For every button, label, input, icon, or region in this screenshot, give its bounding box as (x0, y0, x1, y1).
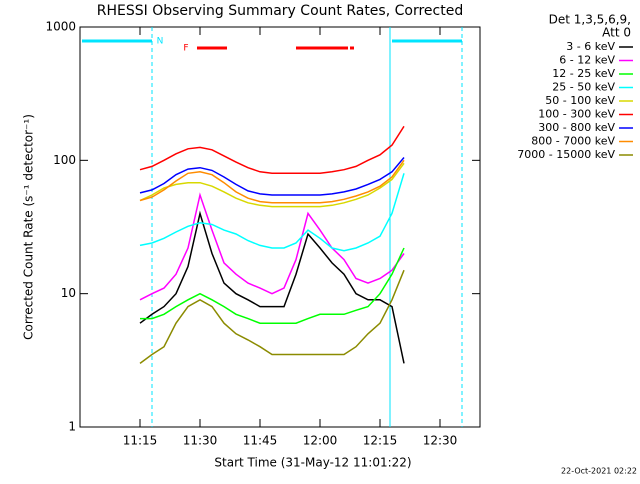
timestamp: 22-Oct-2021 02:22 (561, 467, 637, 476)
flare-label: F (183, 44, 188, 54)
series-line (139, 125, 405, 175)
series-line (139, 269, 405, 365)
legend-label: 800 - 7000 keV (531, 135, 615, 148)
y-axis-label: Corrected Count Rate (s⁻¹ detector⁻¹) (22, 114, 36, 340)
legend-label: 3 - 6 keV (566, 40, 615, 53)
legend-label: 7000 - 15000 keV (517, 148, 615, 161)
chart-title: RHESSI Observing Summary Count Rates, Co… (97, 3, 463, 19)
y-tick-label: 1 (68, 420, 76, 434)
legend-label: 12 - 25 keV (552, 67, 615, 80)
x-tick-label: 12:15 (363, 434, 398, 448)
legend-label: 6 - 12 keV (559, 54, 615, 67)
series-line (139, 162, 405, 208)
y-tick-label: 10 (61, 286, 76, 300)
series-line (139, 192, 405, 301)
x-tick-label: 11:15 (123, 434, 158, 448)
x-axis-label: Start Time (31-May-12 11:01:22) (214, 456, 411, 470)
x-tick-label: 11:30 (183, 434, 218, 448)
series-line (139, 173, 405, 252)
plot-frame (79, 26, 481, 428)
night-label: N (157, 37, 164, 47)
legend-label: 300 - 800 keV (538, 121, 615, 134)
x-tick-label: 12:30 (423, 434, 458, 448)
series-line (139, 210, 405, 364)
legend-label: 50 - 100 keV (545, 94, 615, 107)
series-line (139, 157, 405, 196)
x-tick-label: 11:45 (243, 434, 278, 448)
x-tick-label: 12:00 (303, 434, 338, 448)
series-line (140, 247, 405, 324)
legend-title: Att 0 (602, 26, 631, 40)
legend-label: 25 - 50 keV (552, 81, 615, 94)
legend-title: Det 1,3,5,6,9, (549, 13, 631, 27)
y-tick-label: 100 (53, 153, 76, 167)
legend-label: 100 - 300 keV (538, 108, 615, 121)
y-tick-label: 1000 (45, 20, 76, 34)
series-line (139, 159, 405, 204)
